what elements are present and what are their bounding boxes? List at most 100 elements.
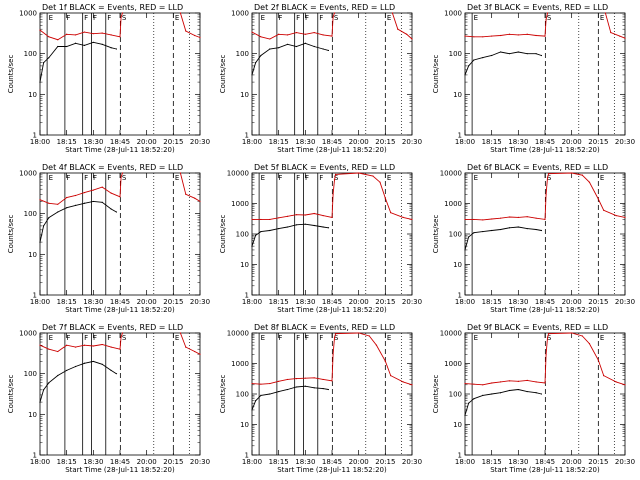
data-point (499, 34, 502, 37)
data-point (74, 204, 77, 206)
data-point (74, 365, 77, 368)
flag-label: E (175, 174, 179, 182)
flag-label: F (84, 14, 88, 22)
data-point (269, 382, 271, 385)
panel-det-3: Det 3f BLACK = Events, RED = LLD 1 10 100 10… (432, 3, 635, 154)
data-point (295, 45, 298, 48)
data-point (581, 174, 583, 176)
data-point (179, 12, 182, 14)
data-point (482, 384, 484, 386)
data-point (358, 332, 360, 334)
data-point (295, 386, 298, 388)
x-axis-label: Start Time (28-Jul-11 18:52:20) (65, 146, 175, 154)
x-tick-label: 18:45 (110, 458, 130, 466)
data-point (508, 380, 511, 382)
flag-label: F (296, 174, 300, 182)
x-tick-label: 18:45 (535, 458, 555, 466)
flag-label: S (547, 14, 552, 22)
y-tick-label: 1000 (444, 10, 462, 18)
flag-label: E (474, 14, 478, 22)
data-point (92, 41, 94, 43)
data-point (254, 234, 257, 236)
panel-det-5: Det 5f BLACK = Events, RED = LLD 1 10 100 10… (219, 163, 422, 314)
data-point (535, 53, 537, 55)
y-axis-label: Counts/sec (7, 375, 15, 414)
data-point (313, 45, 315, 48)
data-point (313, 387, 315, 389)
data-point (384, 197, 386, 199)
x-tick-label: 20:30 (190, 458, 210, 466)
data-point (517, 380, 519, 382)
data-point (42, 62, 45, 64)
data-point (92, 189, 94, 191)
data-point (269, 229, 271, 232)
x-tick-label: 20:00 (137, 138, 157, 146)
data-point (269, 393, 271, 395)
data-point (615, 381, 617, 383)
x-tick-label: 18:30 (508, 458, 528, 466)
data-point (358, 172, 360, 174)
y-axis-label: Counts/sec (432, 215, 440, 254)
data-point (101, 363, 103, 365)
panel-title: Det 8f BLACK = Events, RED = LLD (254, 323, 395, 332)
x-tick-label: 18:00 (455, 298, 475, 306)
data-point (467, 65, 470, 67)
x-tick-label: 20:00 (349, 298, 369, 306)
data-point (110, 346, 112, 348)
panel-title: Det 5f BLACK = Events, RED = LLD (254, 163, 395, 172)
data-point (535, 392, 537, 394)
data-point (66, 344, 68, 346)
data-point (322, 215, 324, 217)
flag-label: F (84, 174, 88, 182)
data-point (547, 173, 550, 175)
x-tick-label: 18:15 (269, 458, 289, 466)
data-point (588, 181, 591, 183)
data-point (74, 42, 77, 44)
x-tick-label: 18:15 (57, 138, 77, 146)
x-tick-label: 18:15 (482, 138, 502, 146)
data-point (199, 36, 201, 39)
data-point (101, 186, 103, 188)
data-point (42, 389, 45, 391)
flag-label: F (278, 334, 282, 342)
data-point (473, 232, 475, 234)
y-tick-label: 1000 (231, 10, 249, 18)
data-point (260, 218, 262, 221)
data-point (546, 337, 549, 339)
data-point (544, 382, 546, 384)
data-point (251, 31, 253, 33)
y-tick-label: 100 (236, 391, 249, 399)
data-point (406, 33, 408, 35)
panel-title: Det 4f BLACK = Events, RED = LLD (42, 163, 183, 172)
data-point (92, 33, 94, 35)
data-point (473, 383, 475, 385)
data-point (571, 172, 573, 174)
x-tick-label: 18:15 (482, 458, 502, 466)
y-tick-label: 1 (245, 132, 249, 140)
data-point (473, 36, 475, 38)
data-point (464, 382, 466, 385)
lld-line (39, 172, 123, 205)
data-point (48, 217, 50, 219)
data-point (482, 230, 484, 233)
x-tick-label: 18:00 (242, 458, 262, 466)
y-tick-label: 1 (458, 452, 462, 460)
flag-label: E (261, 174, 265, 182)
data-point (402, 381, 404, 383)
flag-label: F (66, 334, 70, 342)
data-point (39, 401, 41, 403)
lld-line (464, 332, 626, 386)
data-point (120, 176, 122, 178)
data-point (48, 202, 50, 204)
y-axis-label: Counts/sec (432, 55, 440, 94)
data-point (39, 241, 41, 243)
x-tick-label: 18:30 (83, 298, 103, 306)
data-point (327, 227, 330, 229)
data-point (121, 12, 124, 14)
flag-label: F (305, 174, 309, 182)
flag-label: S (547, 174, 552, 182)
data-point (508, 33, 511, 35)
data-point (331, 216, 333, 219)
flag-label: E (175, 334, 179, 342)
y-tick-label: 10 (28, 251, 37, 259)
